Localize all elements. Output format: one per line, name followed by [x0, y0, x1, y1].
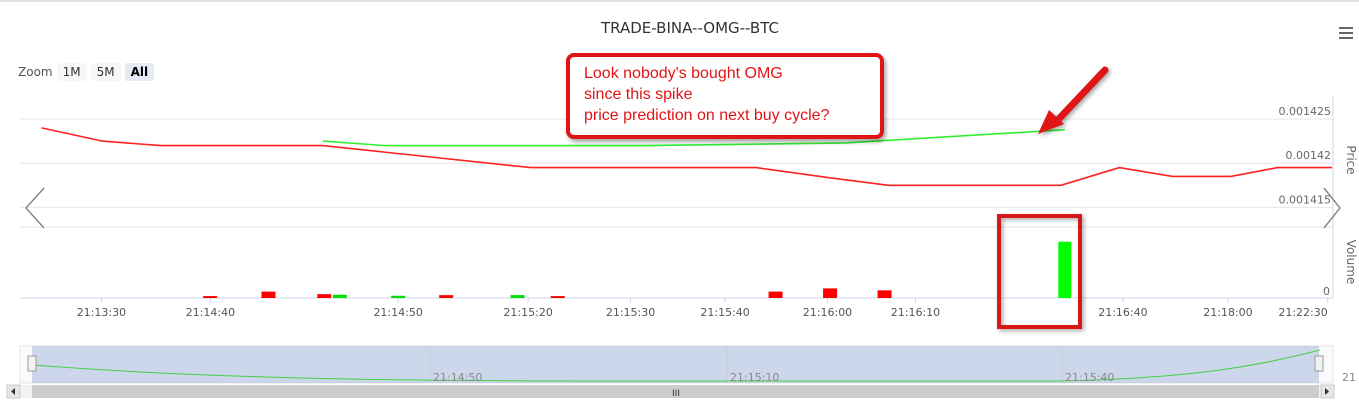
chart-title: TRADE-BINA--OMG--BTC	[600, 19, 779, 37]
zoom-all-button[interactable]: All	[124, 63, 155, 81]
chevron-right-icon[interactable]	[1323, 187, 1341, 229]
time-axis: 21:13:30 21:14:40 21:14:50 21:15:20 21:15:30…	[77, 298, 1329, 319]
navigator-label: 21:14:50	[433, 371, 482, 384]
navigator-right-handle[interactable]	[1314, 355, 1324, 372]
series-layer	[41, 127, 1332, 187]
x-tick-label: 21:15:20	[503, 306, 552, 319]
volume-bar	[317, 294, 332, 298]
navigator[interactable]: 21:14:50 21:15:10 21:15:40 21	[19, 345, 1356, 384]
volume-bar	[391, 295, 406, 298]
price-tick-label: 0.001415	[1279, 193, 1332, 206]
scrollbar-thumb[interactable]	[32, 385, 1319, 398]
price-series-line	[41, 127, 1332, 187]
scrollbar[interactable]: III	[6, 384, 1335, 399]
x-tick-label: 21:15:40	[700, 306, 749, 319]
navigator-left-handle[interactable]	[27, 355, 37, 372]
volume-bar	[510, 295, 525, 298]
price-axis: 0.001425 0.00142 0.001415	[1279, 105, 1332, 206]
x-tick-label: 21:14:50	[373, 306, 422, 319]
x-tick-label: 21:16:10	[891, 306, 940, 319]
caret-right-icon[interactable]	[1325, 388, 1329, 395]
zoom-selector: Zoom 1M 5M All	[18, 63, 155, 81]
annotation-line: price prediction on next buy cycle?	[584, 107, 830, 124]
annotation-line: Look nobody's bought OMG	[584, 65, 783, 82]
price-tick-label: 0.001425	[1279, 105, 1332, 118]
x-tick-label: 21:13:30	[77, 306, 126, 319]
volume-bar	[203, 296, 218, 298]
navigator-series	[32, 349, 1321, 382]
zoom-5m-button[interactable]: 5M	[90, 63, 121, 81]
annotation-callout: Look nobody's bought OMG since this spik…	[566, 53, 884, 139]
zoom-label: Zoom	[18, 65, 53, 79]
caret-left-icon[interactable]	[11, 388, 15, 395]
price-series-line	[322, 128, 1065, 147]
price-axis-title: Price	[1344, 145, 1358, 174]
volume-bar	[768, 291, 783, 298]
scrollbar-grip[interactable]: III	[672, 389, 680, 399]
volume-bar	[332, 294, 347, 298]
volume-bar	[550, 296, 565, 298]
volume-bar	[1058, 241, 1072, 298]
x-tick-label: 21:18:00	[1203, 306, 1252, 319]
x-tick-label: 21:16:00	[803, 306, 852, 319]
menu-icon[interactable]	[1339, 24, 1353, 42]
arrow-icon	[1038, 66, 1109, 134]
volume-bar	[439, 295, 454, 298]
volume-spike-highlight	[997, 214, 1082, 329]
volume-bar	[261, 291, 276, 298]
x-tick-label: 21:16:40	[1098, 306, 1147, 319]
navigator-background	[19, 345, 1334, 384]
chevron-left-icon[interactable]	[24, 187, 45, 229]
volume-layer	[203, 241, 1072, 298]
price-tick-label: 0.00142	[1286, 149, 1332, 162]
navigator-mask[interactable]	[32, 346, 1319, 383]
volume-bar	[823, 288, 838, 298]
navigator-label: 21	[1342, 371, 1356, 384]
volume-bar	[877, 290, 892, 298]
navigator-label: 21:15:40	[1065, 371, 1114, 384]
navigator-label: 21:15:10	[730, 371, 779, 384]
volume-axis-zero: 0	[1323, 285, 1330, 298]
x-tick-label: 21:22:30	[1278, 306, 1327, 319]
x-tick-label: 21:14:40	[186, 306, 235, 319]
annotation-line: since this spike	[584, 86, 693, 103]
volume-axis-title: Volume	[1344, 240, 1358, 285]
zoom-1m-button[interactable]: 1M	[56, 63, 87, 81]
x-tick-label: 21:15:30	[606, 306, 655, 319]
